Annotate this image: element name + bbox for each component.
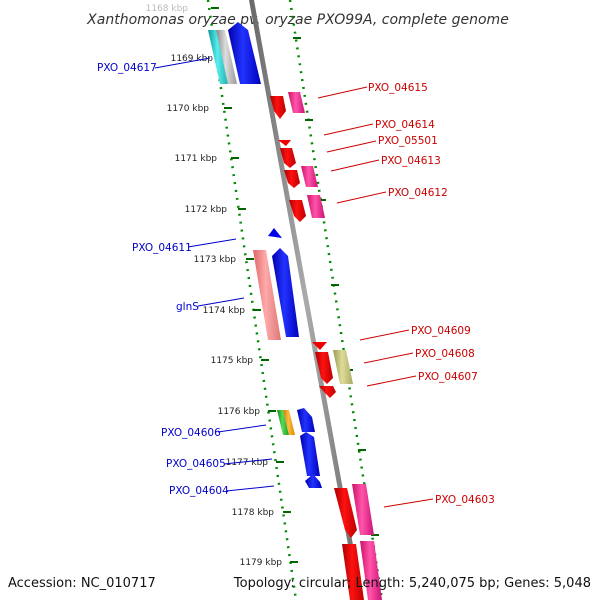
gene-glnS-left[interactable] bbox=[253, 250, 281, 340]
tick-label: 1177 kbp bbox=[226, 458, 269, 468]
gene-PXO_04615[interactable] bbox=[288, 92, 305, 113]
tick-label: 1169 kbp bbox=[171, 54, 214, 64]
gene-PXO_04604[interactable] bbox=[305, 474, 322, 488]
gene-label-right[interactable]: PXO_04615 bbox=[368, 82, 428, 94]
tick-label: 1171 kbp bbox=[175, 154, 218, 164]
leader-lines-left bbox=[154, 57, 275, 492]
gene-PXO_04603a[interactable] bbox=[334, 488, 357, 538]
gene-label-right[interactable]: PXO_04614 bbox=[375, 119, 435, 131]
gene-bottom-pink[interactable] bbox=[360, 541, 382, 600]
gene-PXO_04607[interactable] bbox=[319, 386, 336, 398]
gene-PXO_04605b[interactable] bbox=[300, 432, 320, 476]
gene-label-left[interactable]: PXO_04611 bbox=[132, 242, 192, 254]
gene-glnS[interactable] bbox=[272, 248, 299, 337]
gene-label-right[interactable]: PXO_04613 bbox=[381, 155, 441, 167]
tick-label: 1170 kbp bbox=[167, 104, 210, 114]
gene-PXO_04617[interactable] bbox=[208, 22, 261, 84]
gene-PXO_04608a[interactable] bbox=[315, 352, 333, 384]
gene-bottom-red[interactable] bbox=[342, 544, 364, 600]
gene-label-left[interactable]: PXO_04605 bbox=[166, 458, 226, 470]
gene-label-right[interactable]: PXO_04609 bbox=[411, 325, 471, 337]
tick-label: 1176 kbp bbox=[218, 407, 261, 417]
tick-label: 1179 kbp bbox=[240, 558, 283, 568]
gene-PXO_04615a[interactable] bbox=[270, 96, 286, 119]
tick-label: 1178 kbp bbox=[232, 508, 275, 518]
gene-label-right[interactable]: PXO_05501 bbox=[378, 135, 438, 147]
gene-PXO_04605[interactable] bbox=[297, 408, 315, 432]
accession-text: Accession: NC_010717 bbox=[8, 576, 156, 591]
gene-PXO_04608[interactable] bbox=[333, 350, 353, 384]
gene-label-left[interactable]: PXO_04606 bbox=[161, 427, 221, 439]
leader-lines-right bbox=[317, 86, 434, 508]
gene-label-left[interactable]: PXO_04617 bbox=[97, 62, 157, 74]
gene-PXO_04603[interactable] bbox=[352, 484, 374, 535]
gene-PXO_04612[interactable] bbox=[307, 195, 325, 218]
genome-info-text: Topology: circular; Length: 5,240,075 bp… bbox=[233, 576, 591, 591]
gene-label-right[interactable]: PXO_04603 bbox=[435, 494, 495, 506]
gene-label-right[interactable]: PXO_04607 bbox=[418, 371, 478, 383]
tick-label: 1174 kbp bbox=[203, 306, 246, 316]
gene-PXO_04612a[interactable] bbox=[289, 200, 306, 222]
gene-PXO_04613a[interactable] bbox=[284, 170, 300, 188]
tick-label: 1168 kbp bbox=[146, 4, 189, 14]
track-line-left-outer bbox=[206, 0, 298, 600]
diagram-title: Xanthomonas oryzae pv. oryzae PXO99A, co… bbox=[86, 12, 509, 28]
gene-label-right[interactable]: PXO_04608 bbox=[415, 348, 475, 360]
tick-label: 1175 kbp bbox=[211, 356, 254, 366]
gene-label-right[interactable]: PXO_04612 bbox=[388, 187, 448, 199]
gene-PXO_04606[interactable] bbox=[277, 410, 295, 435]
gene-PXO_04614[interactable] bbox=[280, 148, 296, 168]
gene-PXO_04609[interactable] bbox=[312, 342, 327, 350]
gene-small-blue[interactable] bbox=[268, 228, 282, 238]
gene-label-left[interactable]: glnS bbox=[176, 301, 199, 313]
tick-label: 1173 kbp bbox=[194, 255, 237, 265]
tick-label: 1172 kbp bbox=[185, 205, 228, 215]
gene-PXO_05501[interactable] bbox=[278, 140, 291, 146]
gene-PXO_04613[interactable] bbox=[301, 166, 318, 187]
genome-backbone bbox=[249, 0, 363, 600]
gene-label-left[interactable]: PXO_04604 bbox=[169, 485, 229, 497]
tick-marks bbox=[211, 7, 379, 563]
